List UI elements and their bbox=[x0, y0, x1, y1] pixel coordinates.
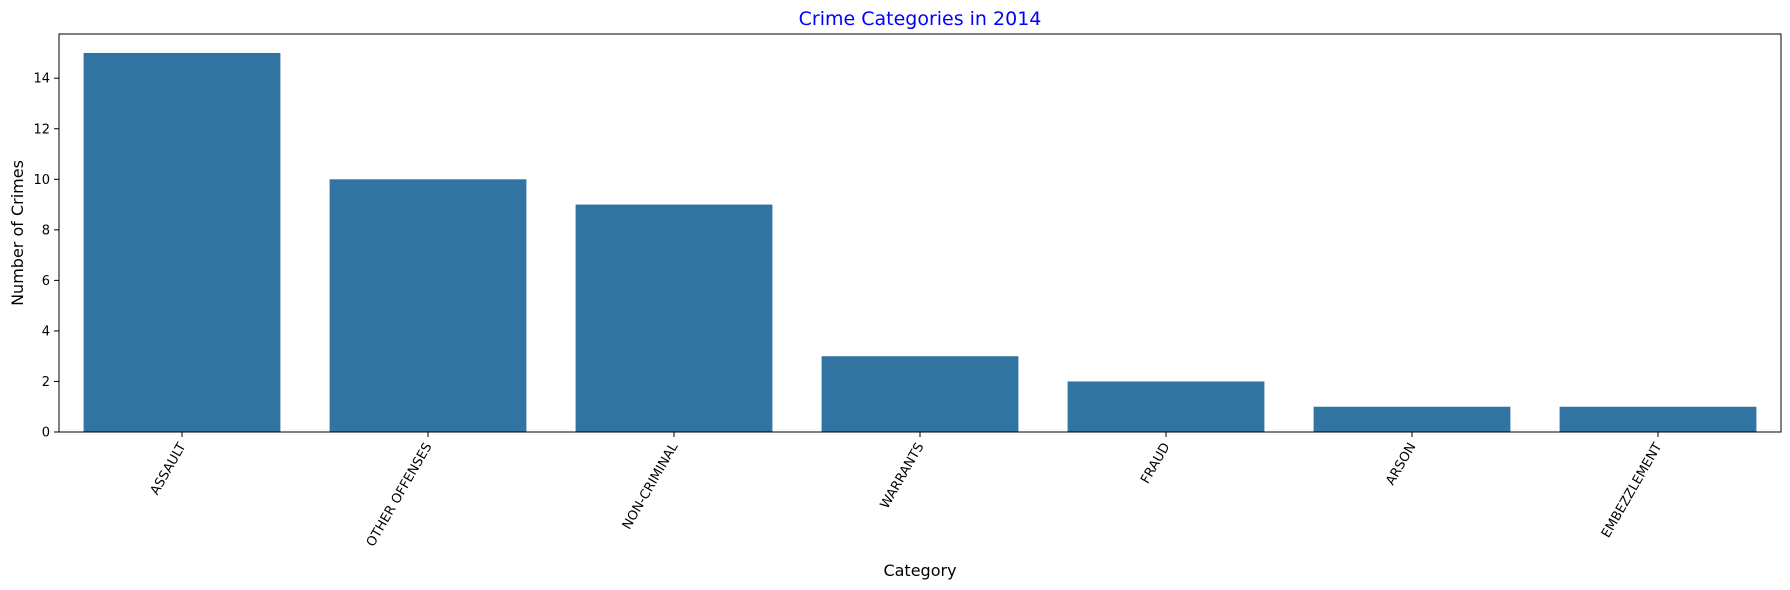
x-tick-label: NON-CRIMINAL bbox=[620, 440, 682, 532]
y-tick-label: 6 bbox=[42, 274, 50, 289]
bar-embezzlement bbox=[1559, 406, 1757, 432]
y-tick-label: 0 bbox=[42, 426, 50, 441]
bar-arson bbox=[1313, 406, 1511, 432]
y-tick-label: 8 bbox=[42, 223, 50, 238]
plot-area-frame bbox=[58, 33, 1782, 433]
y-tick-label: 2 bbox=[42, 375, 50, 390]
x-tick-label: FRAUD bbox=[1138, 441, 1173, 487]
chart-title: Crime Categories in 2014 bbox=[799, 8, 1042, 30]
x-tick-label: OTHER OFFENSES bbox=[364, 441, 436, 550]
bar-warrants bbox=[821, 356, 1019, 432]
y-tick-label: 12 bbox=[33, 122, 50, 137]
x-axis-ticks: ASSAULT OTHER OFFENSES NON-CRIMINAL WARRANT… bbox=[148, 432, 1665, 550]
y-tick-label: 4 bbox=[42, 324, 50, 339]
x-tick-label: ASSAULT bbox=[148, 440, 190, 497]
y-axis-ticks: 0 2 4 6 8 10 12 14 bbox=[33, 72, 59, 441]
bar-other-offenses bbox=[329, 179, 527, 432]
bars-group bbox=[83, 52, 1757, 432]
bar-fraud bbox=[1067, 381, 1265, 432]
bar-non-criminal bbox=[575, 204, 773, 432]
y-tick-label: 14 bbox=[33, 72, 50, 87]
x-axis-label: Category bbox=[883, 561, 956, 580]
x-tick-label: WARRANTS bbox=[878, 441, 928, 512]
x-tick-label: EMBEZZLEMENT bbox=[1599, 440, 1665, 540]
bar-assault bbox=[83, 52, 281, 432]
y-tick-label: 10 bbox=[33, 173, 50, 188]
y-axis-label: Number of Crimes bbox=[8, 160, 27, 306]
x-tick-label: ARSON bbox=[1383, 441, 1419, 488]
